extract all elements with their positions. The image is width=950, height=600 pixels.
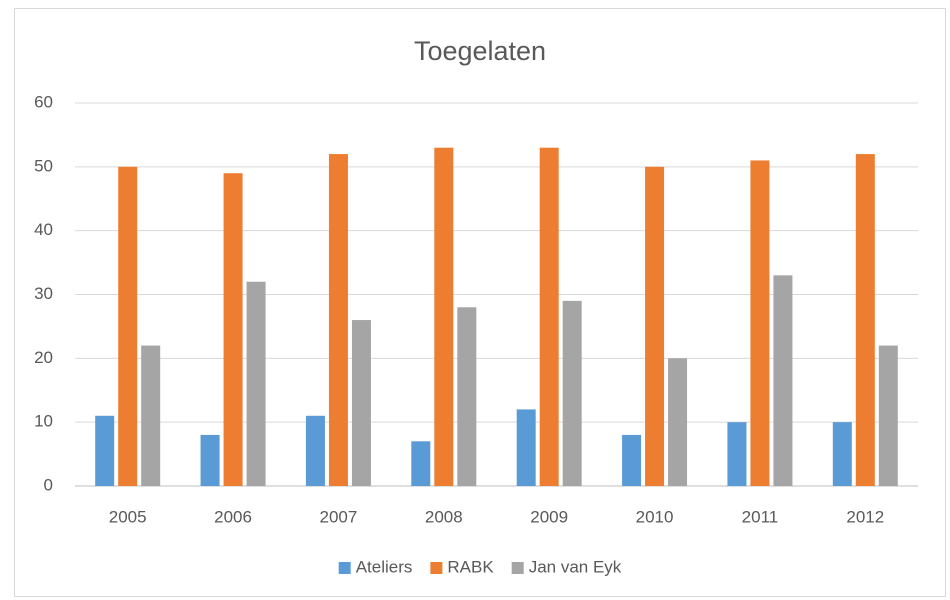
- legend-label: RABK: [447, 557, 494, 576]
- bar: [645, 166, 665, 487]
- bar: [750, 160, 770, 486]
- bar: [516, 409, 536, 486]
- bar: [95, 415, 115, 486]
- bar: [434, 147, 454, 486]
- y-tick-label: 50: [34, 156, 53, 175]
- x-tick-label: 2009: [530, 507, 568, 526]
- y-tick-label: 10: [34, 412, 53, 431]
- bar: [855, 154, 875, 487]
- x-tick-label: 2011: [742, 507, 779, 526]
- bar: [328, 154, 348, 487]
- chart-border: [14, 8, 946, 597]
- bar: [351, 320, 371, 486]
- x-tick-label: 2005: [109, 507, 147, 526]
- bar: [246, 281, 266, 486]
- x-tick-label: 2006: [214, 507, 252, 526]
- y-tick-label: 30: [34, 284, 53, 303]
- bar: [200, 434, 220, 486]
- bar: [141, 345, 161, 486]
- legend-swatch: [430, 562, 443, 574]
- legend-label: Jan van Eyk: [529, 557, 622, 576]
- bar: [668, 358, 688, 486]
- bar: [622, 434, 642, 486]
- bar: [773, 275, 793, 486]
- bar: [539, 147, 559, 486]
- bar: [223, 173, 243, 486]
- y-tick-label: 0: [44, 475, 53, 494]
- y-tick-label: 40: [34, 220, 53, 239]
- legend-label: Ateliers: [356, 557, 413, 576]
- bar: [118, 166, 138, 487]
- bar: [878, 345, 898, 486]
- bar: [411, 441, 431, 486]
- bar: [305, 415, 325, 486]
- bar: [832, 422, 852, 486]
- x-tick-label: 2010: [636, 507, 674, 526]
- bar: [562, 300, 582, 486]
- y-tick-label: 20: [34, 348, 53, 367]
- bar: [727, 422, 747, 486]
- x-tick-label: 2008: [425, 507, 463, 526]
- legend-swatch: [338, 562, 351, 574]
- x-tick-label: 2012: [846, 507, 884, 526]
- y-tick-label: 60: [34, 92, 53, 111]
- bar: [457, 307, 477, 486]
- chart-title: Toegelaten: [414, 36, 546, 66]
- x-tick-label: 2007: [320, 507, 358, 526]
- legend-swatch: [511, 562, 524, 574]
